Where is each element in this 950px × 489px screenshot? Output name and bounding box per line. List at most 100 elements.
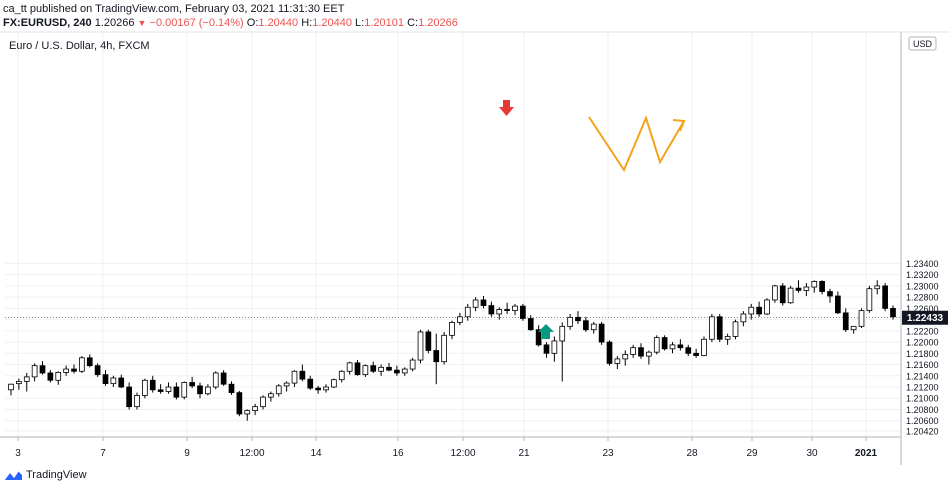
y-tick-label: 1.21200 [906, 383, 939, 393]
up-arrow-icon [538, 324, 554, 339]
candle-up [441, 334, 447, 363]
candle-up [275, 385, 282, 395]
candle-down [543, 344, 550, 354]
candle-down [819, 281, 825, 292]
x-tick-label: 23 [602, 448, 614, 459]
candle-up [252, 406, 258, 411]
candle-up [338, 370, 345, 381]
candle-up [291, 370, 298, 384]
candle-up [803, 286, 810, 291]
candle-up [567, 316, 573, 327]
x-tick-label: 14 [310, 448, 322, 459]
projection-arrowhead [672, 119, 686, 132]
candle-up [630, 347, 636, 355]
candle-up [614, 358, 621, 364]
candle-down [716, 316, 723, 340]
candle-up [457, 316, 463, 323]
candle-up [709, 316, 715, 340]
candle-up [31, 365, 38, 378]
candle-up [63, 368, 69, 373]
candle-down [433, 350, 440, 363]
candle-down [354, 362, 361, 376]
candle-up [55, 372, 62, 381]
candle-up [646, 351, 652, 357]
x-tick-label: 2021 [855, 448, 878, 459]
candle-up [205, 386, 211, 395]
candle-down [71, 368, 77, 372]
open-label: O: [246, 17, 259, 29]
currency-badge [908, 36, 937, 51]
candle-down [370, 365, 377, 372]
candle-down [882, 285, 888, 309]
candle-up [323, 386, 329, 391]
candle-up [496, 309, 503, 315]
candle-down [756, 306, 762, 315]
candle-down [827, 291, 833, 297]
y-tick-label: 1.21400 [906, 371, 939, 381]
x-tick-label: 16 [392, 448, 404, 459]
candle-down [527, 318, 534, 331]
x-tick-label: 12:00 [239, 448, 264, 459]
candle-down [102, 374, 109, 385]
candle-up [417, 331, 424, 361]
x-tick-label: 28 [686, 448, 698, 459]
candle-up [464, 306, 471, 318]
candle-up [23, 376, 30, 382]
candle-down [606, 341, 613, 364]
candle-up [472, 299, 479, 308]
candle-up [16, 380, 22, 385]
candle-up [850, 325, 857, 331]
candle-down [173, 386, 180, 398]
x-tick-label: 21 [518, 448, 530, 459]
candle-up [866, 288, 873, 312]
candle-up [181, 382, 188, 398]
candle-up [409, 359, 416, 370]
y-tick-label: 1.22600 [906, 304, 939, 314]
candle-up [748, 306, 755, 315]
price-change: −0.00167 (−0.14%) [149, 17, 244, 29]
candle-down [228, 383, 235, 394]
currency-label: USD [913, 39, 933, 49]
candle-down [394, 369, 400, 374]
y-tick-label: 1.20600 [906, 416, 939, 426]
candle-down [598, 323, 605, 343]
candle-up [260, 396, 266, 408]
x-tick-label: 30 [806, 448, 818, 459]
candle-down [157, 389, 164, 392]
candle-down [307, 378, 314, 389]
footer-brand: TradingView [26, 469, 87, 481]
candle-down [488, 305, 495, 315]
candle-down [189, 382, 195, 387]
candle-down [197, 385, 203, 395]
close-label: C: [407, 17, 419, 29]
candle-down [118, 377, 125, 388]
candle-up [701, 338, 707, 356]
candle-up [764, 299, 770, 315]
candle-down [299, 370, 306, 380]
current-price-label: 1.22433 [907, 313, 944, 324]
y-tick-label: 1.21600 [906, 360, 939, 370]
y-tick-label: 1.21800 [906, 349, 939, 359]
candle-down [480, 299, 487, 306]
chart-title: Euro / U.S. Dollar, 4h, FXCM [9, 40, 150, 52]
x-tick-label: 9 [184, 448, 190, 459]
candle-down [425, 331, 432, 351]
high-value: 1.20440 [312, 17, 352, 29]
candle-up [283, 382, 290, 387]
candle-up [740, 313, 747, 323]
candle-up [653, 337, 660, 353]
y-tick-label: 1.23000 [906, 281, 939, 291]
open-value: 1.20440 [258, 17, 299, 29]
candle-down [47, 372, 54, 381]
candle-up [134, 395, 140, 408]
candle-up [772, 285, 778, 301]
y-tick-label: 1.20420 [906, 426, 939, 436]
candle-down [220, 372, 227, 385]
x-tick-label: 29 [746, 448, 758, 459]
candle-up [401, 368, 408, 374]
candle-up [551, 340, 558, 354]
current-price-badge [902, 310, 948, 325]
candle-up [268, 393, 274, 398]
candle-down [126, 386, 132, 408]
